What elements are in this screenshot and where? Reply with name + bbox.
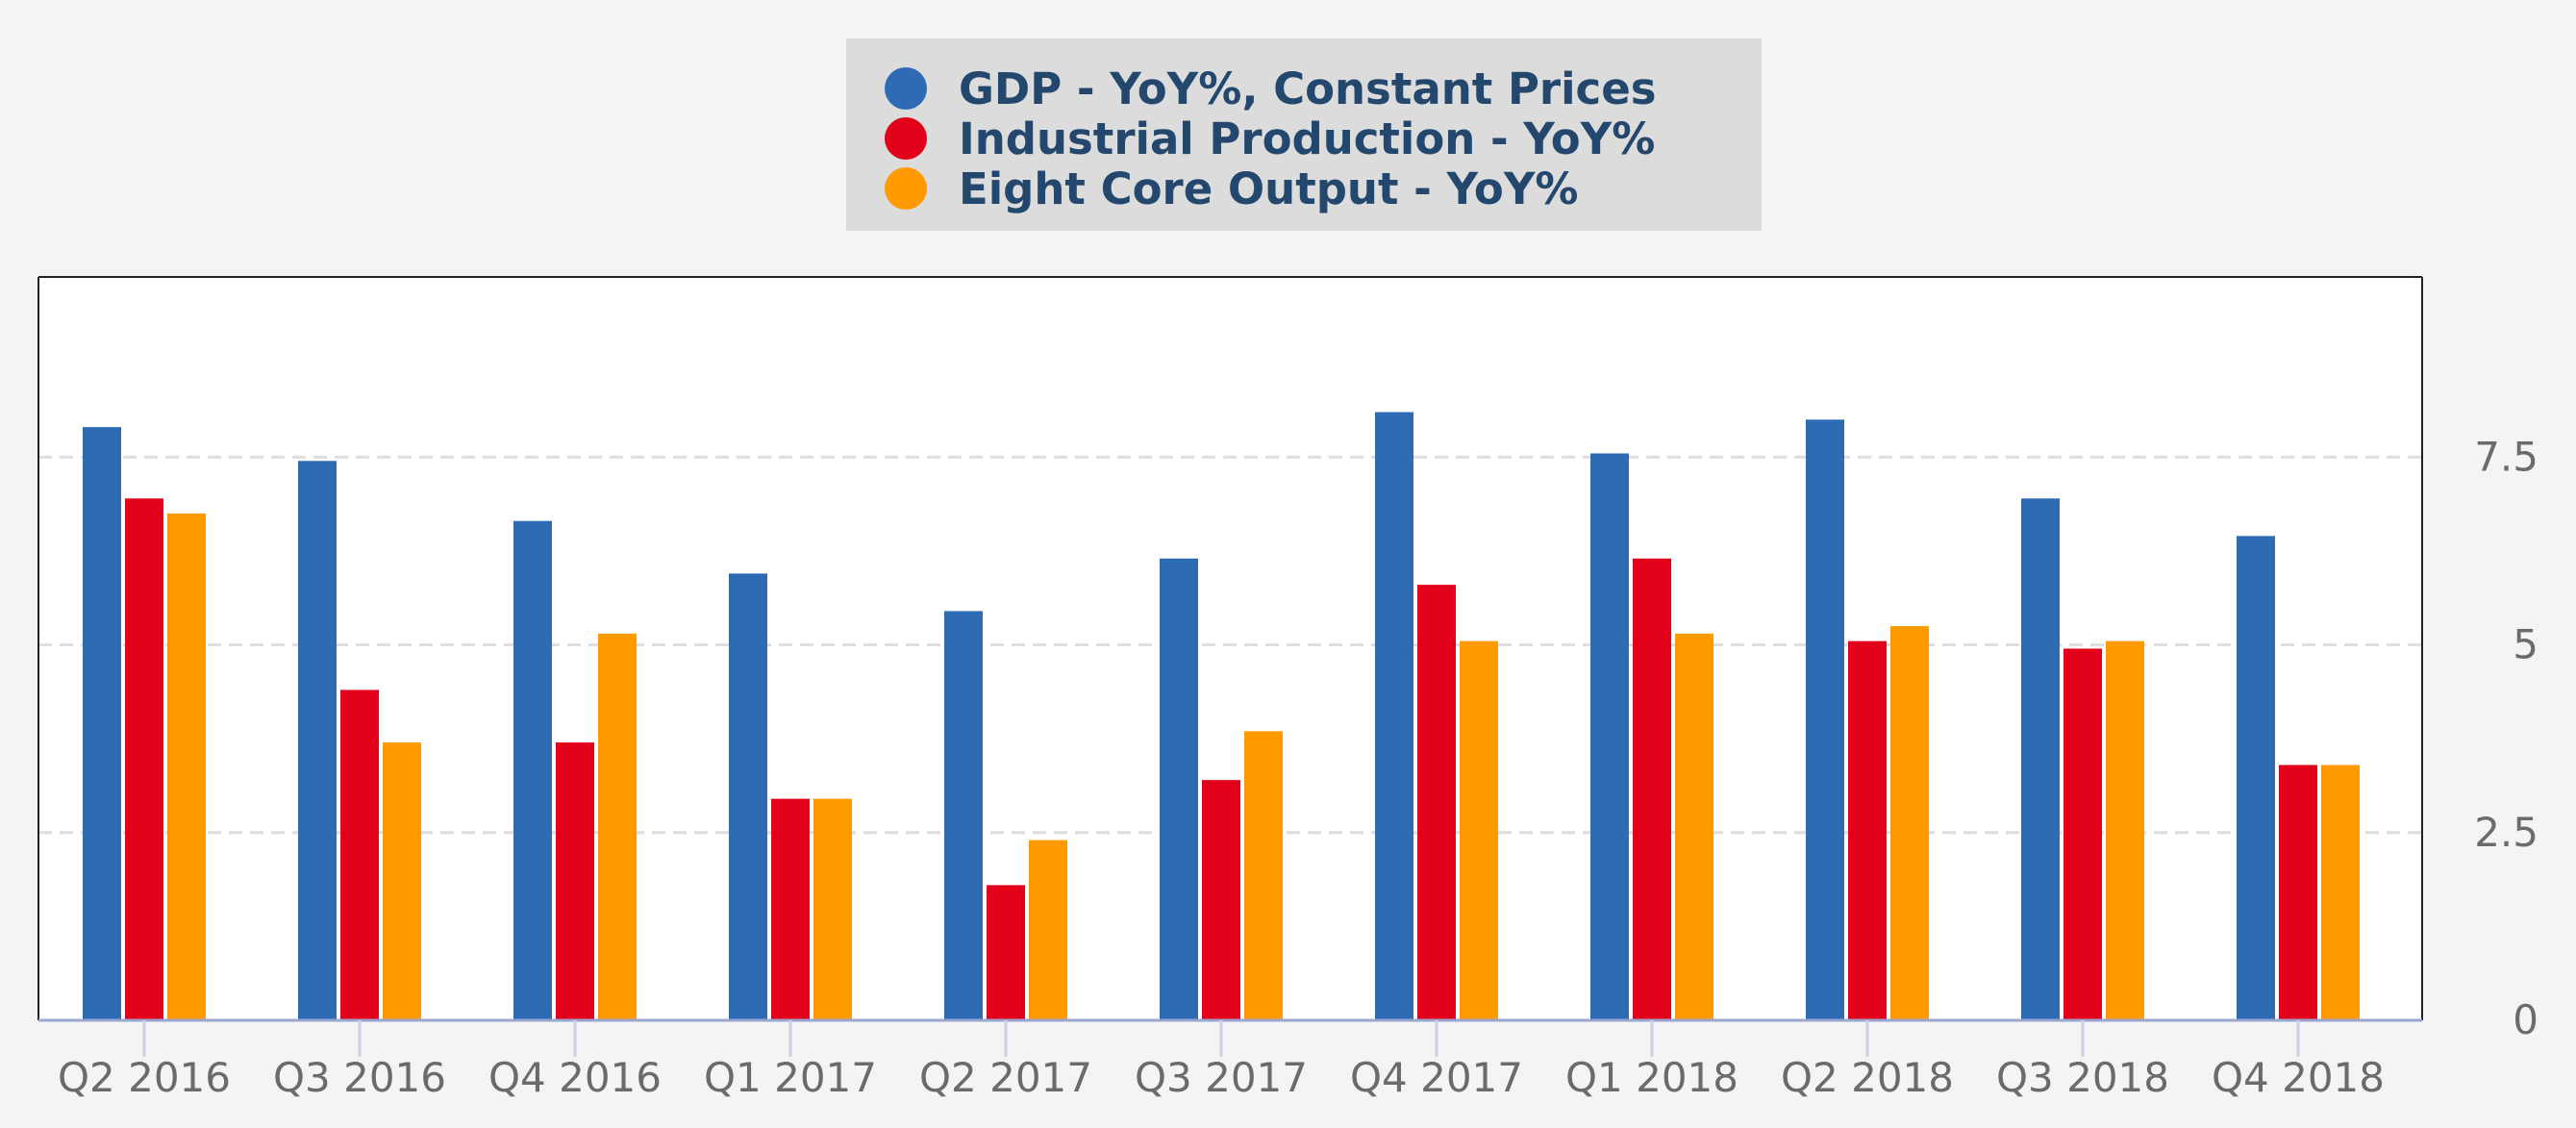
legend-marker-industrial-production: [885, 117, 927, 160]
bar: [2321, 765, 2360, 1020]
bar: [2279, 765, 2317, 1020]
x-tick-label: Q1 2018: [1565, 1054, 1738, 1101]
bar: [1633, 558, 1671, 1020]
legend-label-eight-core-output: Eight Core Output - YoY%: [959, 163, 1579, 214]
legend-marker-gdp: [885, 67, 927, 110]
y-tick-label: 7.5: [2474, 433, 2538, 480]
bar: [1375, 412, 1413, 1021]
bar: [1460, 640, 1498, 1020]
bar: [2063, 648, 2102, 1020]
bar: [1160, 558, 1198, 1020]
bar: [771, 798, 810, 1020]
bar: [1590, 453, 1629, 1021]
legend-label-industrial-production: Industrial Production - YoY%: [959, 113, 1656, 164]
x-tick-label: Q3 2016: [273, 1054, 446, 1101]
bar: [383, 742, 421, 1020]
bar: [83, 427, 121, 1020]
bar: [729, 573, 767, 1020]
bar: [2106, 640, 2144, 1020]
x-tick-label: Q3 2018: [1996, 1054, 2169, 1101]
x-tick-label: Q2 2016: [58, 1054, 231, 1101]
bar: [2237, 536, 2275, 1020]
y-tick-label: 2.5: [2474, 809, 2538, 856]
bar: [1417, 585, 1456, 1020]
bar: [1029, 840, 1067, 1020]
legend-item-gdp[interactable]: GDP - YoY%, Constant Prices: [885, 63, 1657, 114]
x-tick-label: Q4 2017: [1350, 1054, 1523, 1101]
bar: [1675, 633, 1713, 1020]
bar: [167, 513, 206, 1020]
y-tick-label: 5: [2513, 621, 2538, 668]
x-tick-label: Q3 2017: [1135, 1054, 1308, 1101]
bar: [125, 498, 163, 1020]
legend: GDP - YoY%, Constant Prices Industrial P…: [846, 38, 1762, 231]
bar: [1806, 419, 1844, 1021]
x-tick-label: Q2 2017: [919, 1054, 1092, 1101]
bar: [987, 885, 1025, 1020]
legend-item-eight-core-output[interactable]: Eight Core Output - YoY%: [885, 163, 1579, 214]
legend-label-gdp: GDP - YoY%, Constant Prices: [959, 63, 1657, 114]
bar: [1848, 640, 1887, 1020]
x-tick-label: Q2 2018: [1781, 1054, 1954, 1101]
bar: [556, 742, 594, 1020]
bar: [2021, 498, 2060, 1020]
bar: [513, 520, 552, 1020]
y-tick-label: 0: [2513, 996, 2538, 1043]
bar: [598, 633, 637, 1020]
bar: [298, 461, 337, 1020]
bar: [1244, 731, 1283, 1020]
x-tick-label: Q1 2017: [704, 1054, 877, 1101]
x-tick-label: Q4 2016: [488, 1054, 662, 1101]
bar: [340, 689, 379, 1020]
bar: [944, 611, 983, 1020]
legend-item-industrial-production[interactable]: Industrial Production - YoY%: [885, 113, 1656, 164]
bar: [813, 798, 852, 1020]
x-tick-label: Q4 2018: [2212, 1054, 2385, 1101]
bar: [1202, 780, 1240, 1020]
legend-marker-eight-core-output: [885, 167, 927, 210]
bar: [1890, 626, 1929, 1020]
